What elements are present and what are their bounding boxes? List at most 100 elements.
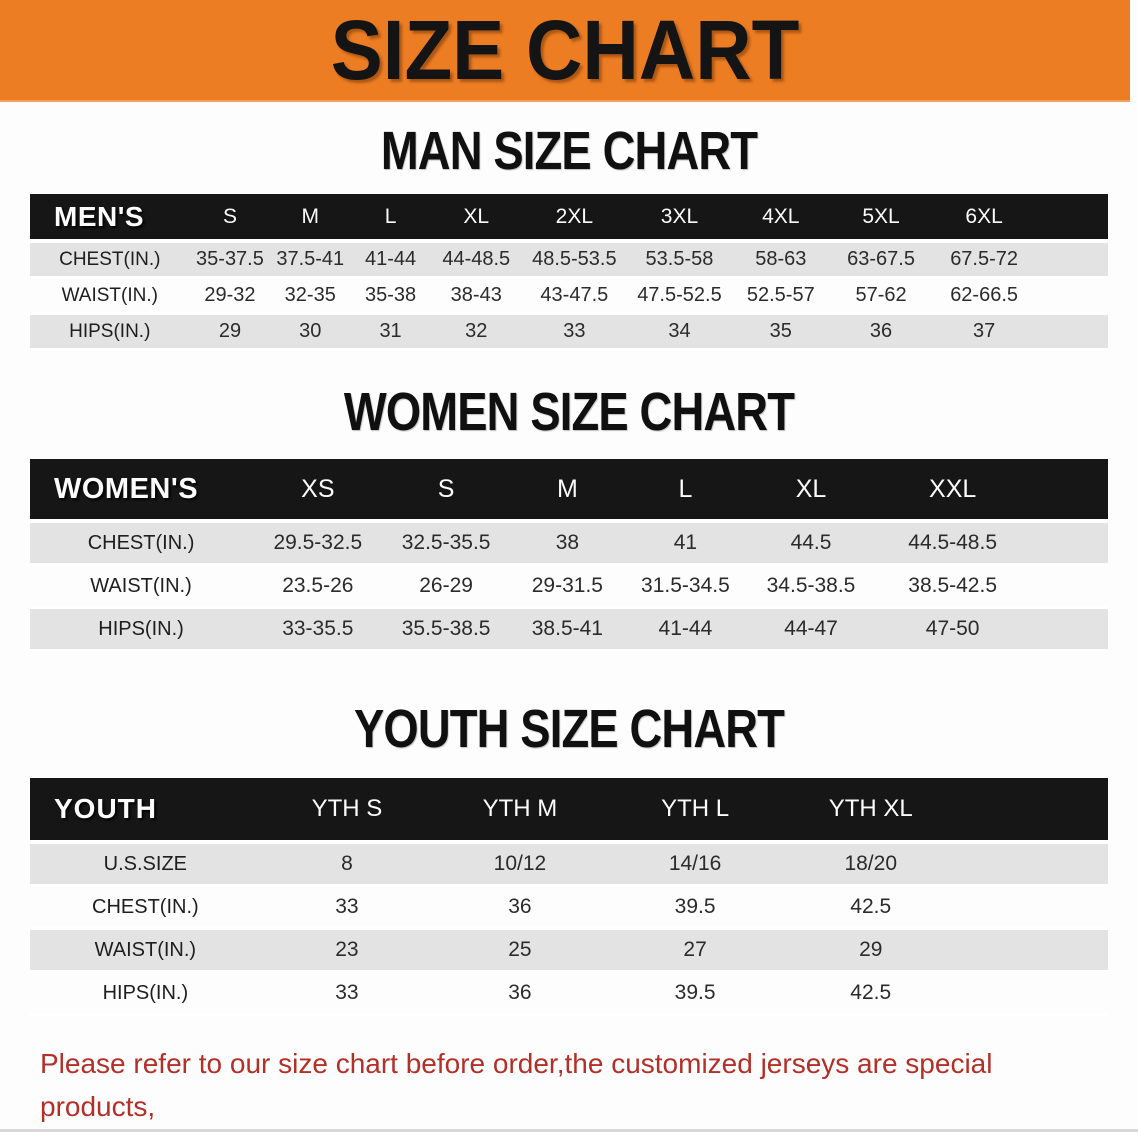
order-notice-line1: Please refer to our size chart before or… xyxy=(40,1048,993,1123)
size-value-cell: 31.5-34.5 xyxy=(626,564,745,609)
size-value-cell: 27 xyxy=(606,928,784,973)
size-col-header: YTH S xyxy=(260,778,434,844)
table-row: CHEST(IN.) 33 36 39.5 42.5 xyxy=(30,885,1108,930)
youth-heading-text: YOUTH SIZE CHART xyxy=(353,699,785,759)
men-header-row: MEN'S S M L XL 2XL 3XL 4XL 5XL 6XL xyxy=(30,194,1108,243)
size-col-header: XL xyxy=(744,459,878,523)
size-col-header: 6XL xyxy=(932,194,1108,243)
size-value-cell: 23.5-26 xyxy=(252,564,384,609)
youth-corner-label: YOUTH xyxy=(30,778,261,844)
size-value-cell: 8 xyxy=(260,841,434,887)
size-value-cell: 58-63 xyxy=(731,241,830,279)
table-row: U.S.SIZE 8 10/12 14/16 18/20 xyxy=(30,841,1108,887)
size-value-cell: 39.5 xyxy=(606,971,784,1016)
size-value-cell: 48.5-53.5 xyxy=(521,241,628,279)
size-value-cell: 30 xyxy=(270,313,351,351)
size-value-cell: 36 xyxy=(433,885,607,930)
size-value-cell: 52.5-57 xyxy=(731,277,830,315)
table-row: CHEST(IN.) 35-37.5 37.5-41 41-44 44-48.5… xyxy=(30,241,1108,279)
row-label: HIPS(IN.) xyxy=(30,971,261,1016)
size-value-cell: 26-29 xyxy=(383,564,509,609)
size-value-cell: 44.5 xyxy=(744,521,878,566)
women-corner-label: WOMEN'S xyxy=(30,459,253,523)
size-value-cell: 33 xyxy=(260,885,434,930)
banner-title: SIZE CHART xyxy=(330,2,800,97)
size-value-cell: 38 xyxy=(508,521,627,566)
table-row: WAIST(IN.) 29-32 32-35 35-38 38-43 43-47… xyxy=(30,277,1108,315)
row-label: WAIST(IN.) xyxy=(30,277,190,315)
row-label: WAIST(IN.) xyxy=(30,564,253,609)
women-heading-text: WOMEN SIZE CHART xyxy=(343,382,795,442)
women-section-heading: WOMEN SIZE CHART xyxy=(0,385,1138,439)
size-value-cell: 38.5-41 xyxy=(508,607,627,652)
size-col-header: 2XL xyxy=(521,194,628,243)
size-value-cell: 34 xyxy=(627,313,732,351)
size-col-header: L xyxy=(626,459,745,523)
size-value-cell: 29-31.5 xyxy=(508,564,627,609)
order-notice: Please refer to our size chart before or… xyxy=(40,1042,1110,1132)
size-value-cell: 38.5-42.5 xyxy=(877,564,1108,609)
size-value-cell: 47-50 xyxy=(877,607,1108,652)
size-col-header: XXL xyxy=(877,459,1108,523)
size-value-cell: 37 xyxy=(932,313,1108,351)
table-row: CHEST(IN.) 29.5-32.5 32.5-35.5 38 41 44.… xyxy=(30,521,1108,566)
size-col-header: M xyxy=(270,194,351,243)
row-label: CHEST(IN.) xyxy=(30,241,190,279)
size-value-cell: 42.5 xyxy=(783,971,1108,1016)
size-value-cell: 18/20 xyxy=(783,841,1108,887)
size-col-header: 3XL xyxy=(627,194,732,243)
size-value-cell: 53.5-58 xyxy=(627,241,732,279)
table-row: HIPS(IN.) 33-35.5 35.5-38.5 38.5-41 41-4… xyxy=(30,607,1108,652)
size-value-cell: 41 xyxy=(626,521,745,566)
size-value-cell: 25 xyxy=(433,928,607,973)
table-row: HIPS(IN.) 29 30 31 32 33 34 35 36 37 xyxy=(30,313,1108,351)
size-value-cell: 37.5-41 xyxy=(270,241,351,279)
size-col-header: 4XL xyxy=(731,194,830,243)
table-row: WAIST(IN.) 23 25 27 29 xyxy=(30,928,1108,973)
youth-size-table: YOUTH YTH S YTH M YTH L YTH XL U.S.SIZE … xyxy=(30,778,1108,1016)
row-label: CHEST(IN.) xyxy=(30,521,253,566)
size-value-cell: 36 xyxy=(433,971,607,1016)
size-value-cell: 35-38 xyxy=(350,277,431,315)
bottom-edge-line xyxy=(0,1129,1138,1132)
size-value-cell: 14/16 xyxy=(606,841,784,887)
size-value-cell: 29 xyxy=(783,928,1108,973)
size-value-cell: 35.5-38.5 xyxy=(383,607,509,652)
row-label: WAIST(IN.) xyxy=(30,928,261,973)
size-value-cell: 42.5 xyxy=(783,885,1108,930)
size-value-cell: 44-47 xyxy=(744,607,878,652)
size-value-cell: 33 xyxy=(260,971,434,1016)
size-col-header: YTH M xyxy=(433,778,607,844)
size-value-cell: 39.5 xyxy=(606,885,784,930)
size-value-cell: 10/12 xyxy=(433,841,607,887)
size-value-cell: 29-32 xyxy=(189,277,271,315)
size-value-cell: 38-43 xyxy=(430,277,522,315)
men-size-table: MEN'S S M L XL 2XL 3XL 4XL 5XL 6XL CHEST… xyxy=(30,194,1108,351)
size-col-header: XL xyxy=(430,194,522,243)
men-corner-label: MEN'S xyxy=(30,194,190,243)
size-value-cell: 33 xyxy=(521,313,628,351)
size-value-cell: 62-66.5 xyxy=(932,277,1108,315)
size-value-cell: 29.5-32.5 xyxy=(252,521,384,566)
size-value-cell: 44.5-48.5 xyxy=(877,521,1108,566)
size-value-cell: 34.5-38.5 xyxy=(744,564,878,609)
size-value-cell: 67.5-72 xyxy=(932,241,1108,279)
size-col-header: M xyxy=(508,459,627,523)
size-value-cell: 32 xyxy=(430,313,522,351)
size-value-cell: 43-47.5 xyxy=(521,277,628,315)
size-value-cell: 41-44 xyxy=(626,607,745,652)
size-col-header: YTH L xyxy=(606,778,784,844)
size-value-cell: 41-44 xyxy=(350,241,431,279)
size-value-cell: 47.5-52.5 xyxy=(627,277,732,315)
women-size-table: WOMEN'S XS S M L XL XXL CHEST(IN.) 29.5-… xyxy=(30,459,1108,652)
size-value-cell: 35-37.5 xyxy=(189,241,271,279)
row-label: HIPS(IN.) xyxy=(30,607,253,652)
size-col-header: 5XL xyxy=(829,194,933,243)
size-col-header: L xyxy=(350,194,431,243)
size-col-header: XS xyxy=(252,459,384,523)
size-value-cell: 32.5-35.5 xyxy=(383,521,509,566)
men-heading-text: MAN SIZE CHART xyxy=(380,121,758,181)
size-value-cell: 35 xyxy=(731,313,830,351)
row-label: HIPS(IN.) xyxy=(30,313,190,351)
